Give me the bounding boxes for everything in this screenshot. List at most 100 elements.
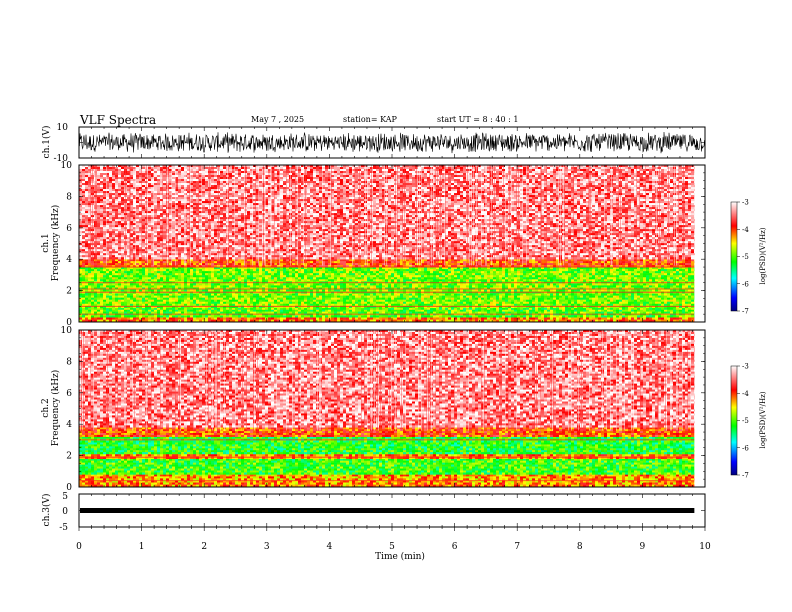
spectrogram-cell <box>502 283 506 286</box>
spectrogram-cell <box>682 307 686 310</box>
spectrogram-cell <box>103 313 107 316</box>
spectrogram-cell <box>679 313 683 316</box>
spectrogram-cell <box>505 313 509 316</box>
spectrogram-cell <box>154 295 158 298</box>
spectrogram-cell <box>601 291 605 294</box>
spectrogram-cell <box>385 279 389 282</box>
spectrogram-cell <box>442 289 446 292</box>
spectrogram-cell <box>367 309 371 312</box>
spectrogram-cell <box>685 273 689 276</box>
spectrogram-cell <box>502 295 506 298</box>
spectrogram-cell <box>250 313 254 316</box>
spectrogram-cell <box>688 271 692 274</box>
spectrogram-cell <box>313 273 317 276</box>
spectrogram-cell <box>163 293 167 296</box>
spectrogram-cell <box>367 267 371 270</box>
spectrogram-cell <box>391 273 395 276</box>
spectrogram-cell <box>331 291 335 294</box>
spectrogram-cell <box>112 279 116 282</box>
spectrogram-cell <box>364 289 368 292</box>
spectrogram-cell <box>538 283 542 286</box>
spectrogram-cell <box>85 307 89 310</box>
spectrogram-cell <box>238 283 242 286</box>
spectrogram-cell <box>148 275 152 278</box>
spectrogram-cell <box>388 277 392 280</box>
spectrogram-cell <box>199 271 203 274</box>
spectrogram-cell <box>160 277 164 280</box>
spectrogram-cell <box>256 287 260 290</box>
spectrogram-cell <box>571 311 575 314</box>
spectrogram-cell <box>487 311 491 314</box>
spectrogram-cell <box>415 271 419 274</box>
spectrogram-cell <box>172 299 176 302</box>
spectrogram-cell <box>529 287 533 290</box>
spectrogram-cell <box>601 295 605 298</box>
spectrogram-cell <box>664 273 668 276</box>
spectrogram-cell <box>646 313 650 316</box>
spectrogram-cell <box>556 269 560 272</box>
spectrogram-cell <box>385 271 389 274</box>
spectrogram-cell <box>109 285 113 288</box>
spectrogram-cell <box>670 315 674 318</box>
spectrogram-cell <box>445 267 449 270</box>
spectrogram-cell <box>496 267 500 270</box>
spectrogram-cell <box>595 267 599 270</box>
spectrogram-cell <box>544 285 548 288</box>
spectrogram-cell <box>502 309 506 312</box>
spectrogram-cell <box>601 311 605 314</box>
spectrogram-cell <box>292 271 296 274</box>
spectrogram-cell <box>523 317 527 320</box>
spectrogram-cell <box>454 319 458 323</box>
spectrogram-cell <box>175 293 179 296</box>
spectrogram-cell <box>451 299 455 302</box>
spectrogram-cell <box>469 297 473 300</box>
spectrogram-cell <box>433 267 437 270</box>
spectrogram-cell <box>526 289 530 292</box>
spectrogram-cell <box>688 287 692 290</box>
spectrogram-cell <box>628 275 632 278</box>
spectrogram-cell <box>607 275 611 278</box>
spectrogram-cell <box>238 295 242 298</box>
spectrogram-cell <box>88 319 92 323</box>
spectrogram-cell <box>664 275 668 278</box>
spectrogram-cell <box>187 297 191 300</box>
spectrogram-cell <box>568 283 572 286</box>
spectrogram-cell <box>691 295 695 298</box>
spectrogram-cell <box>610 289 614 292</box>
spectrogram-cell <box>226 287 230 290</box>
spectrogram-cell <box>469 311 473 314</box>
spectrogram-cell <box>361 315 365 318</box>
spectrogram-cell <box>502 271 506 274</box>
spectrogram-cell <box>172 275 176 278</box>
spectrogram-cell <box>235 307 239 310</box>
spectrogram-cell <box>640 297 644 300</box>
spectrogram-cell <box>388 311 392 314</box>
spectrogram-cell <box>328 315 332 318</box>
spectrogram-cell <box>661 307 665 310</box>
spectrogram-cell <box>664 313 668 316</box>
spectrogram-cell <box>433 293 437 296</box>
spectrogram-cell <box>346 269 350 272</box>
spectrogram-cell <box>370 267 374 270</box>
spectrogram-cell <box>637 315 641 318</box>
spectrogram-cell <box>85 273 89 276</box>
spectrogram-cell <box>544 279 548 282</box>
spectrogram-cell <box>373 295 377 298</box>
spectrogram-cell <box>493 275 497 278</box>
spectrogram-cell <box>403 299 407 302</box>
spectrogram-cell <box>454 307 458 310</box>
spectrogram-cell <box>604 273 608 276</box>
spectrogram-cell <box>463 299 467 302</box>
spectrogram-cell <box>328 311 332 314</box>
spectrogram-cell <box>472 291 476 294</box>
spectrogram-cell <box>205 307 209 310</box>
spectrogram-cell <box>649 293 653 296</box>
spectrogram-cell <box>451 293 455 296</box>
spectrogram-cell <box>376 273 380 276</box>
spectrogram-cell <box>394 299 398 302</box>
spectrogram-cell <box>271 315 275 318</box>
spectrogram-cell <box>673 285 677 288</box>
spectrogram-cell <box>169 313 173 316</box>
spectrogram-cell <box>346 273 350 276</box>
spectrogram-cell <box>157 269 161 272</box>
